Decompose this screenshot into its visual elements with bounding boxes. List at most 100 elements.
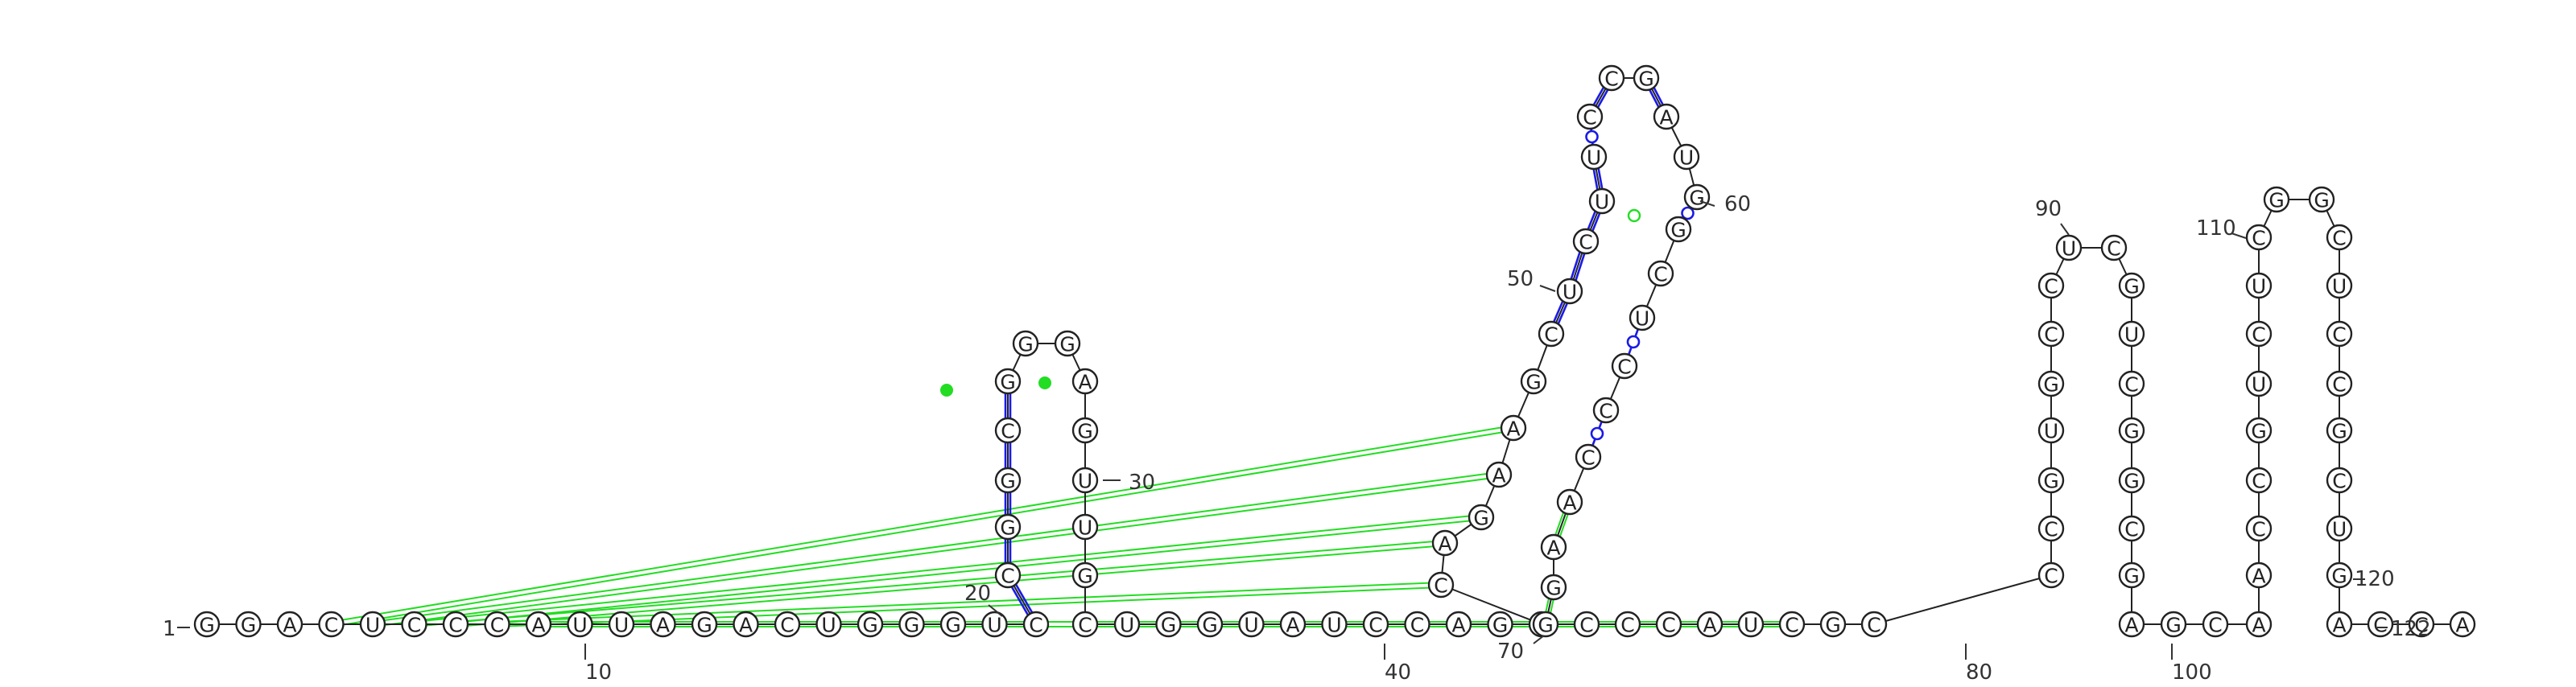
tertiary-filled-dot bbox=[1038, 376, 1051, 389]
nucleotide: U bbox=[2245, 272, 2273, 299]
nucleotide: G bbox=[2263, 186, 2290, 213]
nucleotide-letter: A bbox=[2252, 565, 2265, 588]
nucleotide: C bbox=[2100, 234, 2128, 261]
nucleotide-letter: G bbox=[2124, 275, 2139, 298]
nucleotide: C bbox=[2202, 611, 2229, 638]
nucleotide-letter: C bbox=[2252, 518, 2265, 541]
tertiary-interaction-line bbox=[331, 429, 1514, 627]
nucleotide: A bbox=[2245, 611, 2273, 638]
nucleotide: A bbox=[1540, 533, 1567, 561]
nucleotide: C bbox=[2245, 224, 2273, 251]
nucleotide-letter: U bbox=[1078, 470, 1092, 493]
nucleotide: C bbox=[1575, 443, 1602, 471]
nucleotide: G bbox=[691, 611, 718, 638]
nucleotide-letter: C bbox=[2414, 614, 2428, 637]
backbone-segment bbox=[1873, 574, 2052, 625]
nucleotide: G bbox=[1196, 611, 1224, 638]
nucleotide-letter: A bbox=[2124, 614, 2138, 637]
nucleotide-letter: G bbox=[1538, 614, 1553, 637]
nucleotide: A bbox=[1653, 103, 1680, 130]
nucleotide-letter: G bbox=[1492, 614, 1508, 637]
nucleotide: U bbox=[1629, 304, 1656, 331]
nucleotide-letter: C bbox=[1078, 614, 1092, 637]
nucleotide-letter: A bbox=[739, 614, 753, 637]
nucleotide-letter: A bbox=[283, 614, 296, 637]
nucleotide: C bbox=[401, 611, 427, 638]
index-label: 40 bbox=[1385, 660, 1411, 685]
nucleotide-letter: C bbox=[1001, 420, 1014, 443]
nucleotide-letter: G bbox=[1670, 219, 1686, 242]
nucleotide: C bbox=[2367, 611, 2394, 638]
nucleotide: G bbox=[939, 611, 967, 638]
nucleotide: G bbox=[898, 611, 925, 638]
nucleotide: A bbox=[525, 611, 552, 638]
index-label: 70 bbox=[1497, 640, 1524, 664]
nucleotide: A bbox=[650, 611, 676, 638]
nucleotide-letter: G bbox=[2043, 373, 2058, 397]
nucleotide-letter: G bbox=[1077, 565, 1092, 588]
index-label: 20 bbox=[964, 582, 991, 606]
nucleotide: U bbox=[2118, 320, 2145, 348]
nucleotide: G bbox=[1071, 417, 1099, 444]
nucleotide: G bbox=[1683, 183, 1711, 211]
nucleotide-letter: A bbox=[1506, 418, 1520, 441]
nucleotide-letter: G bbox=[2124, 420, 2139, 443]
nucleotide-letter: A bbox=[1563, 492, 1576, 515]
nucleotide-letter: A bbox=[2455, 614, 2469, 637]
nucleotide-letter: G bbox=[1000, 516, 1015, 540]
nucleotide-letter: G bbox=[2124, 565, 2139, 588]
nucleotide: C bbox=[2326, 370, 2353, 397]
nucleotide: C bbox=[1860, 611, 1888, 638]
index-tick bbox=[1539, 285, 1556, 292]
nucleotide-letter: G bbox=[904, 614, 919, 637]
nucleotide-letter: U bbox=[1120, 614, 1134, 637]
nucleotide: C bbox=[2326, 320, 2353, 348]
nucleotide: U bbox=[1673, 143, 1700, 171]
nucleotide: U bbox=[1588, 187, 1616, 215]
nucleotide-letter: U bbox=[1327, 614, 1341, 637]
nucleotide: G bbox=[2326, 562, 2353, 589]
nucleotide: C bbox=[1404, 611, 1430, 638]
index-label: 100 bbox=[2172, 660, 2212, 685]
nucleotide: C bbox=[484, 611, 510, 638]
nucleotide-letter: G bbox=[241, 614, 256, 637]
wobble-pair-marker bbox=[1585, 130, 1599, 144]
tertiary-interaction-line bbox=[455, 540, 1445, 623]
wobble-pair-marker bbox=[1626, 335, 1641, 349]
nucleotide-letter: U bbox=[821, 614, 836, 637]
nucleotide-letter: A bbox=[1659, 106, 1673, 130]
nucleotide: G bbox=[2118, 272, 2145, 299]
nucleotide-letter: C bbox=[1001, 565, 1014, 588]
nucleotide: C bbox=[2037, 272, 2065, 299]
tertiary-open-circle bbox=[1627, 208, 1641, 223]
nucleotide-letter: C bbox=[1662, 614, 1675, 637]
nucleotide-letter: C bbox=[1579, 231, 1592, 254]
wobble-pair-marker bbox=[1590, 426, 1604, 441]
nucleotide-letter: U bbox=[2124, 323, 2139, 347]
nucleotide-letter: C bbox=[2252, 227, 2265, 250]
nucleotide-letter: C bbox=[490, 614, 504, 637]
tertiary-interaction-line bbox=[373, 475, 1500, 627]
nucleotide: U bbox=[981, 611, 1008, 638]
nucleotide: A bbox=[1696, 611, 1724, 638]
nucleotide: C bbox=[318, 611, 345, 638]
nucleotide: G bbox=[2160, 611, 2187, 638]
nucleotide-letter: G bbox=[1077, 420, 1092, 443]
nucleotide-letter: G bbox=[945, 614, 960, 637]
nucleotide-letter: C bbox=[2107, 237, 2120, 261]
nucleotide-letter: U bbox=[2044, 420, 2058, 443]
nucleotide: C bbox=[2037, 562, 2065, 589]
nucleotide-letter: U bbox=[365, 614, 380, 637]
nucleotide: C bbox=[2037, 515, 2065, 542]
nucleotide: U bbox=[1238, 611, 1265, 638]
nucleotide-letter: C bbox=[1785, 614, 1798, 637]
nucleotide-letter: U bbox=[1635, 307, 1649, 331]
nucleotide-letter: C bbox=[1599, 400, 1612, 423]
nucleotide-letter: A bbox=[1703, 614, 1716, 637]
nucleotide: C bbox=[1576, 103, 1604, 130]
nucleotide-letter: C bbox=[2252, 470, 2265, 493]
nucleotide: C bbox=[442, 611, 469, 638]
nucleotide: A bbox=[2326, 611, 2353, 638]
nucleotide-letter: G bbox=[2268, 189, 2284, 212]
